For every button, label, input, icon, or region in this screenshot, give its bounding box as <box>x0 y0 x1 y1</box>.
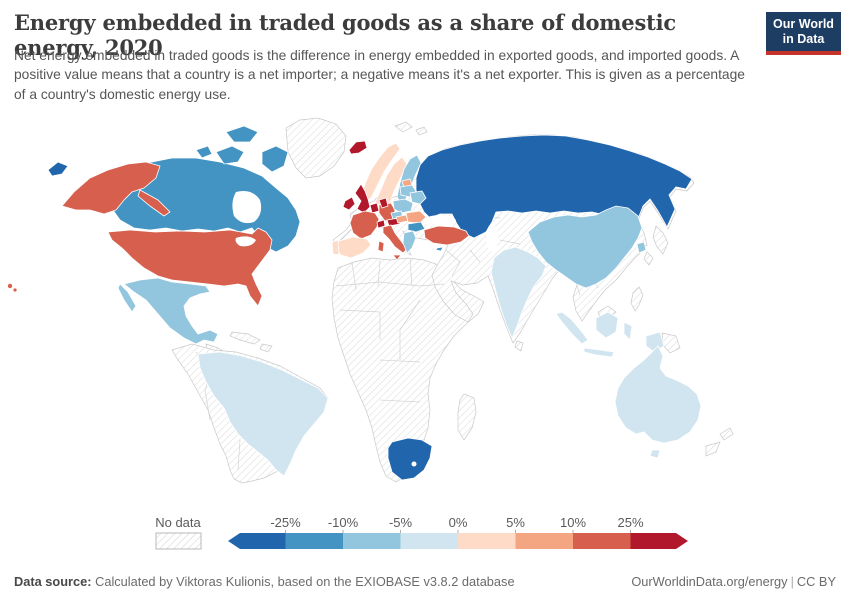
country-ireland[interactable] <box>342 196 356 211</box>
region-philippines <box>630 286 644 312</box>
legend-tick-label: -10% <box>328 515 359 530</box>
region-greenland <box>285 117 347 179</box>
chart-subtitle: Net energy embedded in traded goods is t… <box>14 48 745 102</box>
data-source: Data source: Calculated by Viktoras Kuli… <box>14 574 515 589</box>
country-iceland[interactable] <box>348 140 368 155</box>
legend-color-bar[interactable] <box>228 533 688 549</box>
credits: OurWorldinData.org/energy | CC BY <box>631 574 836 589</box>
legend-bin-4 <box>458 533 516 549</box>
region-hispaniola <box>259 343 273 353</box>
owid-logo-line1: Our World <box>773 17 834 31</box>
country-south-korea[interactable] <box>636 241 647 254</box>
country-switzerland[interactable] <box>376 219 386 229</box>
map-legend: No data -25% -10% -5% 0% 5% <box>155 515 688 550</box>
legend-tick-lines <box>285 530 631 533</box>
lesotho-hole <box>411 461 417 467</box>
data-source-label: Data source: <box>14 574 92 589</box>
country-turkey[interactable] <box>423 225 470 246</box>
region-cuba <box>229 331 261 345</box>
country-denmark[interactable] <box>378 197 389 209</box>
region-new-zealand <box>705 427 734 457</box>
country-uk[interactable] <box>354 183 371 214</box>
legend-no-data-swatch[interactable] <box>155 532 202 550</box>
legend-bin-3 <box>400 533 458 549</box>
caspian-sea <box>486 224 498 252</box>
license-link[interactable]: CC BY <box>796 574 836 589</box>
legend-no-data-label: No data <box>155 515 201 530</box>
legend-tick-label: 25% <box>617 515 643 530</box>
country-france[interactable] <box>349 210 380 240</box>
legend-bin-6 <box>573 533 631 549</box>
owid-link[interactable]: OurWorldinData.org/energy <box>631 574 788 589</box>
region-sri-lanka <box>514 340 524 352</box>
black-sea <box>424 215 456 227</box>
usa-hawaii[interactable] <box>7 283 17 292</box>
region-madagascar <box>457 393 477 441</box>
legend-bin-7 <box>630 533 688 549</box>
country-canada[interactable] <box>103 157 301 253</box>
country-italy[interactable] <box>377 224 408 261</box>
legend-tick-label: -25% <box>270 515 301 530</box>
legend-bin-1 <box>285 533 343 549</box>
world-choropleth-map <box>7 117 734 484</box>
legend-bin-0 <box>228 533 286 549</box>
country-poland[interactable] <box>392 198 414 214</box>
country-russia-chukotka[interactable] <box>47 161 69 177</box>
legend-tick-labels: -25% -10% -5% 0% 5% 10% 25% <box>270 515 644 530</box>
country-south-africa[interactable] <box>387 437 433 481</box>
credit-separator: | <box>790 574 794 589</box>
region-svalbard <box>394 121 428 136</box>
country-china[interactable] <box>527 205 643 289</box>
country-usa[interactable] <box>107 227 273 307</box>
country-mexico[interactable] <box>117 277 219 345</box>
region-papua-new-guinea <box>661 332 681 354</box>
country-indonesia[interactable] <box>555 311 665 358</box>
legend-bin-5 <box>515 533 573 549</box>
hudson-bay <box>232 191 262 224</box>
country-usa-alaska[interactable] <box>61 161 171 217</box>
country-norway[interactable] <box>360 142 401 203</box>
owid-logo-line2: in Data <box>782 31 825 46</box>
country-australia[interactable] <box>614 345 702 459</box>
country-benelux[interactable] <box>369 202 380 214</box>
country-brazil[interactable] <box>197 351 329 477</box>
country-belarus[interactable] <box>409 190 427 205</box>
data-source-text: Calculated by Viktoras Kulionis, based o… <box>91 574 515 589</box>
africa-internal-borders <box>335 258 445 403</box>
country-cyprus[interactable] <box>435 246 444 252</box>
country-india[interactable] <box>490 246 547 340</box>
canada-arctic-islands[interactable] <box>195 125 289 173</box>
legend-bin-2 <box>343 533 401 549</box>
legend-tick-label: 10% <box>560 515 586 530</box>
region-japan <box>643 225 669 266</box>
chart-footer: Data source: Calculated by Viktoras Kuli… <box>0 570 850 596</box>
legend-tick-label: -5% <box>389 515 413 530</box>
great-lakes <box>235 236 256 247</box>
country-romania[interactable] <box>405 210 427 224</box>
owid-logo[interactable]: Our World in Data <box>766 12 841 55</box>
legend-tick-label: 5% <box>506 515 525 530</box>
page-title: Energy embedded in traded goods as a sha… <box>14 10 676 60</box>
legend-tick-label: 0% <box>449 515 468 530</box>
country-bulgaria[interactable] <box>407 221 426 233</box>
country-greece[interactable] <box>402 230 417 254</box>
country-portugal[interactable] <box>331 239 340 256</box>
